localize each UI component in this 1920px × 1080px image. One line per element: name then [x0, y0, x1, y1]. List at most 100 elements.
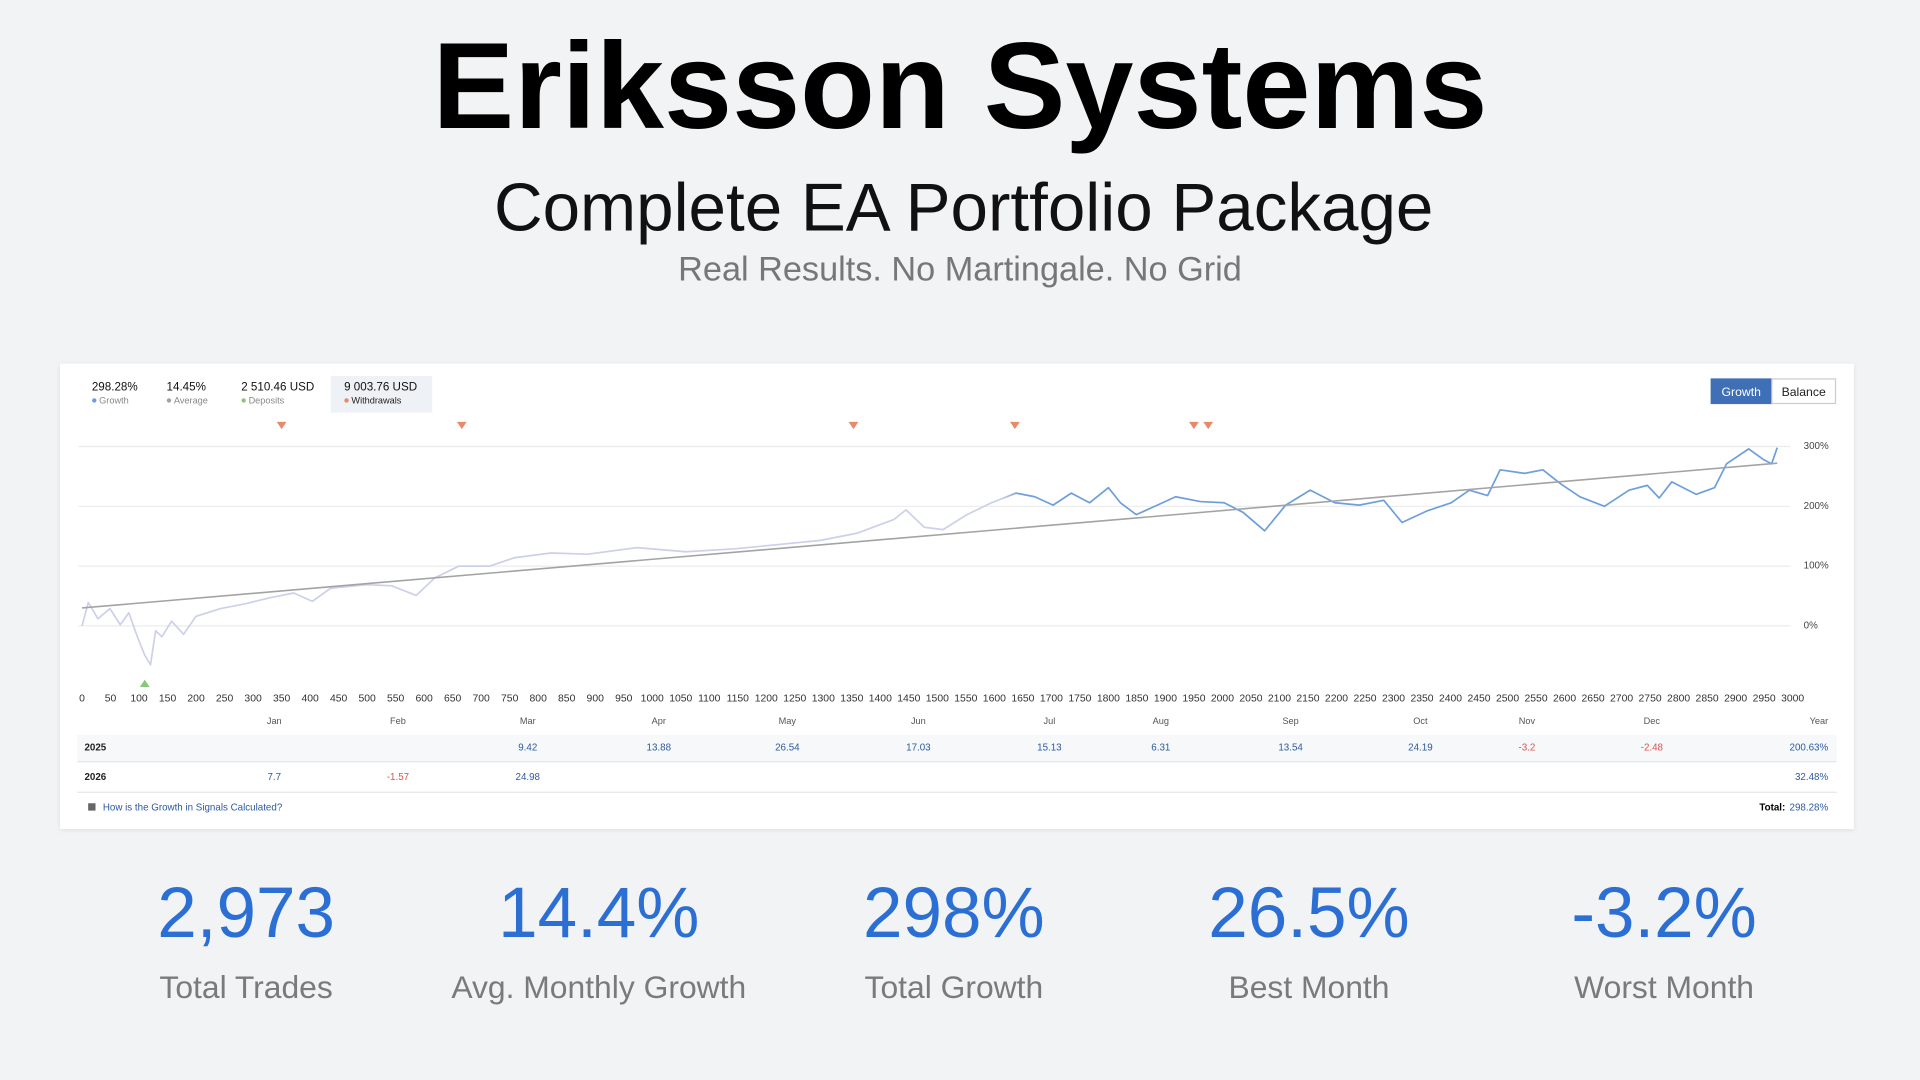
x-tick-label: 2850	[1696, 694, 1719, 705]
month-value: 24.19	[1408, 743, 1432, 754]
month-header: Jun	[911, 716, 926, 726]
legend-highlight	[330, 375, 433, 413]
x-tick-label: 750	[501, 694, 519, 705]
row-background	[77, 734, 1837, 762]
balance-button[interactable]	[1771, 378, 1837, 405]
x-tick-label: 1550	[954, 694, 977, 705]
month-value: -2.48	[1641, 743, 1664, 754]
stat-label: Best Month	[1228, 969, 1389, 1005]
x-tick-label: 1250	[783, 694, 806, 705]
x-tick-label: 1500	[926, 694, 949, 705]
monthly-table: How is the Growth in Signals Calculated?…	[77, 716, 1837, 814]
tagline: Real Results. No Martingale. No Grid	[678, 250, 1242, 288]
x-tick-label: 1350	[840, 694, 863, 705]
y-tick-label: 100%	[1804, 561, 1829, 572]
x-tick-label: 2600	[1553, 694, 1576, 705]
average-line	[81, 462, 1778, 609]
x-tick-label: 2550	[1524, 694, 1547, 705]
stat-label: Total Growth	[865, 969, 1044, 1005]
legend-label: Growth	[99, 395, 129, 405]
x-tick-label: 2250	[1353, 694, 1376, 705]
growth-line	[81, 447, 1779, 666]
withdrawal-marker	[1203, 421, 1214, 430]
growth-info-link[interactable]: How is the Growth in Signals Calculated?	[103, 803, 283, 814]
y-tick-label: 0%	[1804, 620, 1818, 631]
stat-label: Avg. Monthly Growth	[451, 969, 746, 1005]
x-tick-label: 2000	[1211, 694, 1234, 705]
y-tick-label: 200%	[1804, 501, 1829, 512]
row-year: 2025	[84, 743, 106, 754]
month-value: 15.13	[1037, 743, 1062, 754]
plot: 0% 100% 200% 300% 0 50 100 150 200 250 300 350 400 45…	[78, 421, 1829, 705]
x-tick-label: 2800	[1667, 694, 1690, 705]
withdrawal-marker	[456, 421, 467, 430]
x-tick-label: 2400	[1439, 694, 1462, 705]
x-tick-label: 2300	[1382, 694, 1405, 705]
x-tick-label: 650	[444, 694, 462, 705]
x-tick-label: 900	[587, 694, 605, 705]
x-tick-label: 2500	[1496, 694, 1519, 705]
x-tick-label: 1050	[669, 694, 692, 705]
x-tick-label: 1850	[1125, 694, 1148, 705]
x-tick-label: 1400	[869, 694, 892, 705]
legend-value: 14.45%	[167, 380, 206, 393]
stats: 2,973 Total Trades 14.4% Avg. Monthly Growt…	[157, 874, 1757, 1005]
x-tick-label: 500	[358, 694, 376, 705]
x-tick-label: 200	[187, 694, 205, 705]
x-tick-label: 2200	[1325, 694, 1348, 705]
legend-dot	[92, 398, 97, 403]
x-tick-label: 2350	[1410, 694, 1433, 705]
stat-value: 298%	[863, 874, 1045, 953]
total-label: Total:	[1759, 803, 1785, 814]
x-tick-label: 150	[159, 694, 177, 705]
x-tick-label: 1300	[812, 694, 835, 705]
growth-button[interactable]	[1710, 378, 1772, 405]
x-tick-label: 800	[530, 694, 548, 705]
month-header: Apr	[652, 716, 666, 726]
x-tick-label: 950	[615, 694, 633, 705]
x-tick-label: 250	[216, 694, 234, 705]
month-value: 7.7	[267, 772, 281, 783]
month-value: 13.88	[647, 743, 672, 754]
x-tick-label: 2150	[1296, 694, 1319, 705]
x-tick-label: 400	[301, 694, 319, 705]
x-tick-label: 1900	[1154, 694, 1177, 705]
x-tick-label: 1450	[897, 694, 920, 705]
x-tick-label: 2050	[1239, 694, 1262, 705]
legend-label: Withdrawals	[351, 395, 401, 405]
y-tick-label: 300%	[1804, 441, 1829, 452]
x-tick-label: 550	[387, 694, 405, 705]
growth-button-label[interactable]: Growth	[1722, 385, 1762, 399]
legend-value: 2 510.46 USD	[241, 380, 314, 393]
stat-value: -3.2%	[1571, 874, 1757, 953]
month-value: 26.54	[775, 743, 800, 754]
x-tick-label: 50	[105, 694, 117, 705]
x-tick-label: 450	[330, 694, 348, 705]
deposit-marker	[139, 679, 150, 687]
x-tick-label: 1800	[1097, 694, 1120, 705]
balance-button-label[interactable]: Balance	[1782, 385, 1826, 399]
month-header: Feb	[390, 716, 406, 726]
x-tick-label: 1950	[1182, 694, 1205, 705]
row-year: 2026	[84, 772, 106, 783]
month-value: -3.2	[1519, 743, 1536, 754]
legend-dot	[166, 398, 172, 403]
legend-dot	[344, 398, 349, 403]
legend-value: 298.28%	[92, 380, 138, 393]
stat-value: 2,973	[157, 874, 335, 953]
x-tick-label: 700	[473, 694, 491, 705]
legend-dot	[241, 398, 246, 403]
title: Eriksson Systems	[433, 17, 1488, 154]
stat-label: Total Trades	[159, 969, 332, 1005]
month-header: Nov	[1519, 716, 1536, 726]
x-tick-label: 1700	[1040, 694, 1063, 705]
x-tick-label: 2900	[1724, 694, 1747, 705]
x-tick-label: 0	[79, 694, 85, 705]
x-tick-label: 850	[558, 694, 576, 705]
withdrawal-marker	[276, 421, 287, 430]
month-value: 17.03	[906, 743, 931, 754]
legend-label: Average	[174, 395, 208, 405]
stat-value: 14.4%	[498, 874, 699, 953]
x-tick-label: 3000	[1781, 694, 1804, 705]
